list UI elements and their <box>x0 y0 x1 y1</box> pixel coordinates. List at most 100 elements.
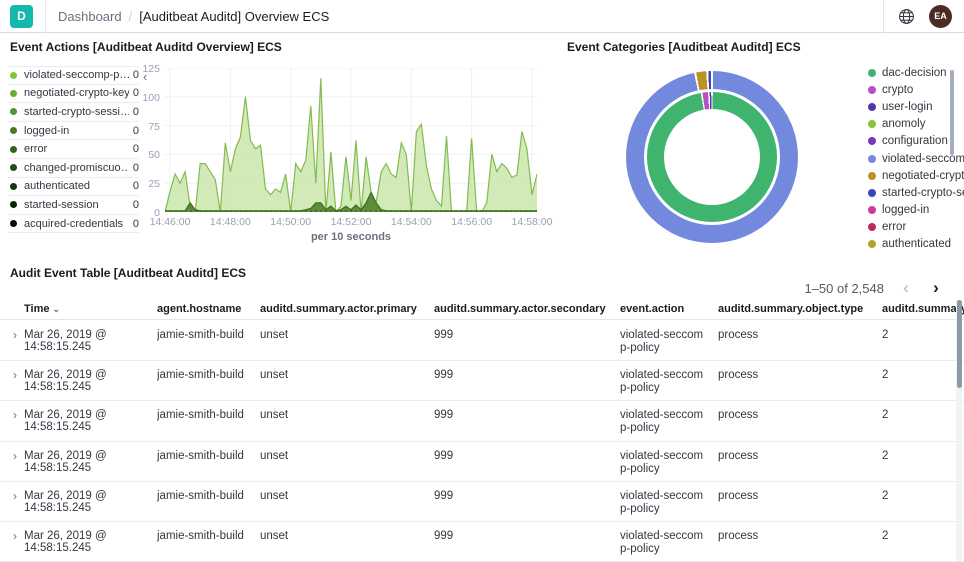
cell-object-type: process <box>718 489 759 502</box>
column-header-time[interactable]: Time ⌄ <box>24 303 61 315</box>
breadcrumb: Dashboard / [Auditbeat Auditd] Overview … <box>58 9 329 24</box>
legend-item[interactable]: dac-decision <box>868 64 950 81</box>
table-header-row: Time ⌄ agent.hostname auditd.summary.acto… <box>0 300 964 320</box>
user-avatar[interactable]: EA <box>929 4 952 28</box>
cell-time: Mar 26, 2019 @ 14:58:15.245 <box>24 409 107 434</box>
cell-summary: 2 <box>882 529 889 542</box>
cell-summary: 2 <box>882 369 889 382</box>
pagination-prev-button[interactable]: ‹ <box>894 276 918 300</box>
table-row[interactable]: › Mar 26, 2019 @ 14:58:15.245 jamie-smith-… <box>0 522 964 562</box>
event-categories-panel-title: Event Categories [Auditbeat Auditd] ECS <box>567 40 801 54</box>
cell-event-action: violated-seccomp-policy <box>620 489 704 515</box>
legend-item-label: dac-decision <box>882 66 947 79</box>
legend-item-label: changed-promiscuo… <box>24 161 129 174</box>
pagination-range: 1–50 of 2,548 <box>804 280 884 296</box>
y-tick-label: 0 <box>154 207 160 219</box>
table-row[interactable]: › Mar 26, 2019 @ 14:58:15.245 jamie-smith-… <box>0 401 964 442</box>
table-row[interactable]: › Mar 26, 2019 @ 14:58:15.245 jamie-smith-… <box>0 321 964 362</box>
event-actions-area-chart[interactable] <box>165 68 537 212</box>
column-header-event-action[interactable]: event.action <box>620 303 685 315</box>
legend-item-value: 0 <box>132 161 139 174</box>
row-expand-icon[interactable]: › <box>13 328 17 342</box>
table-row[interactable]: › Mar 26, 2019 @ 14:58:15.245 jamie-smith-… <box>0 482 964 522</box>
legend-item[interactable]: started-crypto-sessi… 0 <box>8 103 139 122</box>
cell-actor-primary: unset <box>260 489 289 502</box>
table-scrollbar-thumb[interactable] <box>957 300 962 388</box>
cell-object-type: process <box>718 409 759 422</box>
top-navigation-bar: D Dashboard / [Auditbeat Auditd] Overvie… <box>0 0 964 33</box>
breadcrumb-current-page: [Auditbeat Auditd] Overview ECS <box>139 8 330 24</box>
legend-item[interactable]: logged-in <box>868 202 950 219</box>
audit-table-panel-title: Audit Event Table [Auditbeat Auditd] ECS <box>10 266 246 280</box>
legend-item[interactable]: started-session 0 <box>8 196 139 215</box>
legend-color-dot <box>868 240 876 249</box>
row-expand-icon[interactable]: › <box>13 368 17 383</box>
legend-item-label: configuration <box>882 135 948 148</box>
cell-object-type: process <box>718 369 759 382</box>
cell-agent-hostname: jamie-smith-build <box>157 329 244 341</box>
legend-item-label: acquired-credentials <box>24 217 124 230</box>
legend-item[interactable]: started-crypto-se… <box>868 184 964 201</box>
legend-item[interactable]: negotiated-crypto-key 0 <box>8 85 139 104</box>
cell-actor-primary: unset <box>260 329 289 341</box>
legend-item[interactable]: authenticated <box>868 236 952 253</box>
legend-item[interactable]: violated-seccomp-p… 0 <box>8 66 139 85</box>
cell-event-action: violated-seccomp-policy <box>620 329 704 354</box>
legend-scrollbar[interactable] <box>950 70 954 155</box>
legend-color-dot <box>10 201 17 209</box>
legend-item[interactable]: user-login <box>868 98 950 115</box>
legend-collapse-icon[interactable]: ‹ <box>143 69 148 84</box>
pagination-next-button[interactable]: › <box>924 276 948 300</box>
legend-item[interactable]: error <box>868 219 950 236</box>
event-categories-donut-chart[interactable] <box>626 71 798 243</box>
legend-color-dot <box>868 223 876 232</box>
table-row[interactable]: › Mar 26, 2019 @ 14:58:15.245 jamie-smith-… <box>0 442 964 482</box>
legend-item-label: authenticated <box>882 238 952 251</box>
column-header-actor-secondary[interactable]: auditd.summary.actor.secondary <box>434 303 606 315</box>
legend-item-value: 0 <box>132 180 139 193</box>
cell-agent-hostname: jamie-smith-build <box>157 409 244 422</box>
cell-agent-hostname: jamie-smith-build <box>157 529 244 542</box>
breadcrumb-dashboard-link[interactable]: Dashboard <box>58 8 122 24</box>
cell-event-action: violated-seccomp-policy <box>620 529 704 555</box>
legend-item[interactable]: anomoly <box>868 116 950 133</box>
cell-object-type: process <box>718 449 759 462</box>
spaces-globe-icon[interactable] <box>898 8 915 25</box>
dashboard-app-logo[interactable]: D <box>10 4 33 28</box>
legend-color-dot <box>868 206 876 215</box>
row-expand-icon[interactable]: › <box>13 488 17 503</box>
cell-object-type: process <box>718 529 759 542</box>
legend-item-label: violated-seccomp-p… <box>24 69 129 82</box>
cell-summary: 2 <box>882 449 889 462</box>
legend-item[interactable]: authenticated 0 <box>8 178 139 197</box>
legend-color-dot <box>10 220 17 228</box>
cell-summary: 2 <box>882 409 889 422</box>
column-header-agent-hostname[interactable]: agent.hostname <box>157 303 242 315</box>
legend-item[interactable]: configuration <box>868 133 950 150</box>
legend-item[interactable]: negotiated-crypto… <box>868 167 964 184</box>
cell-actor-secondary: 999 <box>434 409 454 422</box>
legend-item[interactable]: logged-in 0 <box>8 122 139 141</box>
legend-color-dot <box>10 71 17 79</box>
row-expand-icon[interactable]: › <box>13 408 17 423</box>
legend-item[interactable]: violated-seccomp… <box>868 150 964 167</box>
cell-time: Mar 26, 2019 @ 14:58:15.245 <box>24 489 107 514</box>
column-header-actor-primary[interactable]: auditd.summary.actor.primary <box>260 303 417 315</box>
cell-event-action: violated-seccomp-policy <box>620 409 704 435</box>
cell-actor-secondary: 999 <box>434 529 454 542</box>
legend-color-dot <box>868 120 876 129</box>
cell-actor-secondary: 999 <box>434 369 454 382</box>
legend-item[interactable]: changed-promiscuo… 0 <box>8 159 139 178</box>
legend-item[interactable]: error 0 <box>8 140 139 159</box>
table-scrollbar-track[interactable] <box>956 300 962 561</box>
legend-item[interactable]: acquired-credentials 0 <box>8 215 139 234</box>
cell-event-action: violated-seccomp-policy <box>620 449 704 475</box>
row-expand-icon[interactable]: › <box>13 448 17 463</box>
column-header-object-type[interactable]: auditd.summary.object.type <box>718 303 864 315</box>
x-tick-label: 14:46:00 <box>149 216 191 228</box>
legend-item[interactable]: crypto <box>868 81 950 98</box>
column-header-summary[interactable]: auditd.summary <box>882 303 964 315</box>
table-row[interactable]: › Mar 26, 2019 @ 14:58:15.245 jamie-smith-… <box>0 361 964 402</box>
cell-actor-primary: unset <box>260 529 289 542</box>
row-expand-icon[interactable]: › <box>13 528 17 543</box>
